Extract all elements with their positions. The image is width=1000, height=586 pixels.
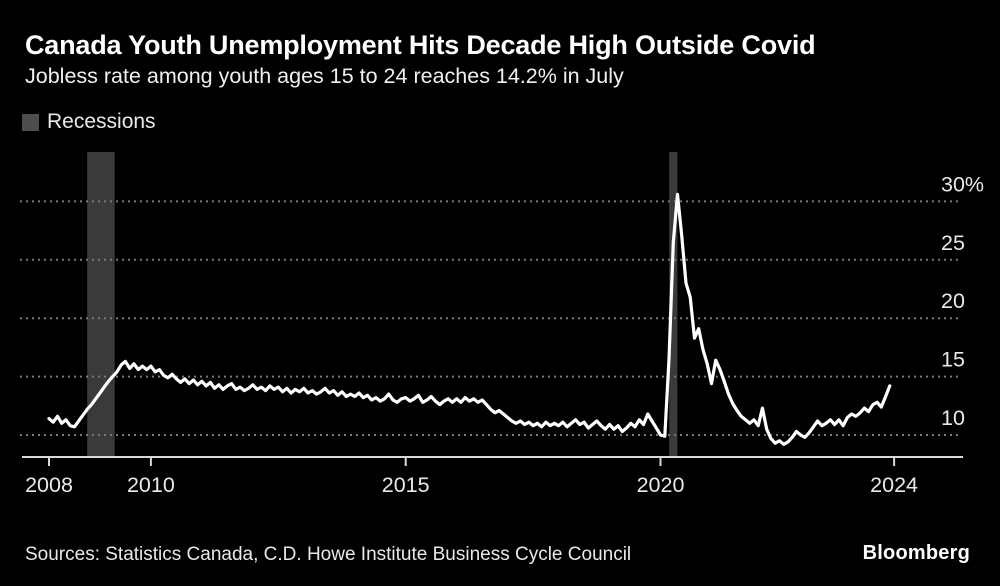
x-axis-label: 2015 xyxy=(382,473,430,497)
sources-text: Sources: Statistics Canada, C.D. Howe In… xyxy=(25,544,632,565)
recession-legend-label: Recessions xyxy=(47,110,156,133)
y-axis-label: 20 xyxy=(941,289,965,313)
bloomberg-logo: Bloomberg xyxy=(862,542,970,564)
x-axis-label: 2020 xyxy=(637,473,685,497)
unemployment-line xyxy=(47,192,892,446)
y-axis-label: 25 xyxy=(941,231,965,255)
recession-band xyxy=(87,152,115,456)
chart-subtitle: Jobless rate among youth ages 15 to 24 r… xyxy=(25,64,624,88)
x-axis-label: 2010 xyxy=(127,473,175,497)
recession-swatch-icon xyxy=(22,113,39,131)
x-axis-label: 2024 xyxy=(870,473,918,497)
chart-title: Canada Youth Unemployment Hits Decade Hi… xyxy=(25,30,816,60)
y-axis-label: 15 xyxy=(941,348,965,372)
y-axis-label: 30% xyxy=(941,172,984,196)
y-axis-label: 10 xyxy=(941,406,965,430)
x-axis-label: 2008 xyxy=(25,473,73,497)
recession-band xyxy=(669,152,678,456)
legend: Recessions xyxy=(22,110,156,134)
